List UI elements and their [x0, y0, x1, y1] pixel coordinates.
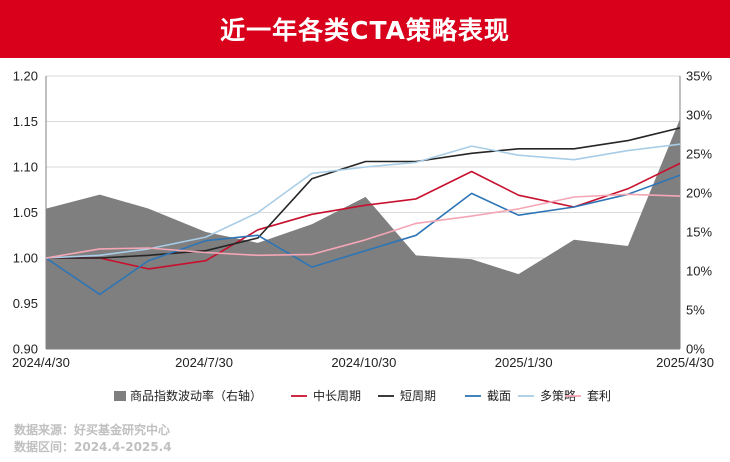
chart-title: 近一年各类CTA策略表现 [220, 16, 510, 45]
strategy-lines [45, 127, 681, 296]
y-tick-label: 1.05 [13, 205, 38, 220]
x-tick-label: 2024/10/30 [331, 355, 396, 370]
y-tick-label: 1.00 [13, 251, 38, 266]
legend-label: 多策略 [540, 388, 576, 403]
x-tick-label: 2024/4/30 [12, 355, 70, 370]
y2-tick-label: 5% [686, 303, 705, 318]
y-tick-label: 0.90 [13, 342, 38, 357]
x-tick-label: 2025/1/30 [495, 355, 553, 370]
legend-label: 截面 [487, 389, 511, 403]
legend-swatch [114, 391, 126, 401]
legend-label: 套利 [587, 389, 611, 403]
title-banner: 近一年各类CTA策略表现 [0, 0, 730, 58]
legend-label: 短周期 [400, 389, 436, 403]
series-line-截面 [45, 174, 681, 296]
legend-label: 中长周期 [313, 388, 361, 403]
y2-tick-label: 25% [686, 147, 712, 162]
y-tick-label: 1.10 [13, 160, 38, 175]
y2-tick-label: 35% [686, 69, 712, 84]
x-tick-label: 2024/7/30 [175, 355, 233, 370]
data-range: 数据区间：2024.4-2025.4 [14, 440, 172, 454]
y-tick-label: 1.20 [13, 69, 38, 84]
footer-notes: 数据来源：好买基金研究中心 数据区间：2024.4-2025.4 [14, 422, 172, 456]
y-tick-label: 0.95 [13, 296, 38, 311]
legend: 商品指数波动率（右轴） 中长周期 短周期 截面 多策略 套利 [114, 388, 611, 403]
data-source: 数据来源：好买基金研究中心 [14, 423, 171, 437]
y2-tick-label: 0% [686, 342, 705, 357]
series-line-多策略 [45, 143, 681, 259]
axes [45, 76, 681, 350]
series-line-短周期 [46, 127, 681, 259]
y2-tick-label: 20% [686, 186, 712, 201]
series-line-套利 [45, 193, 681, 259]
y2-tick-label: 10% [686, 264, 712, 279]
tick-labels: 0.90 0.95 1.00 1.05 1.10 1.15 1.20 0% 5% 10% 15% 20… [12, 69, 714, 371]
y-tick-label: 1.15 [13, 114, 38, 129]
x-tick-label: 2025/4/30 [656, 355, 714, 370]
volatility-area [46, 118, 680, 350]
y2-tick-label: 30% [686, 108, 712, 123]
volatility-area-layer [46, 118, 680, 350]
cta-strategy-chart: 0.90 0.95 1.00 1.05 1.10 1.15 1.20 0% 5% 10% 15% 20… [12, 69, 714, 404]
y2-tick-label: 15% [686, 225, 712, 240]
legend-label: 商品指数波动率（右轴） [130, 388, 262, 403]
